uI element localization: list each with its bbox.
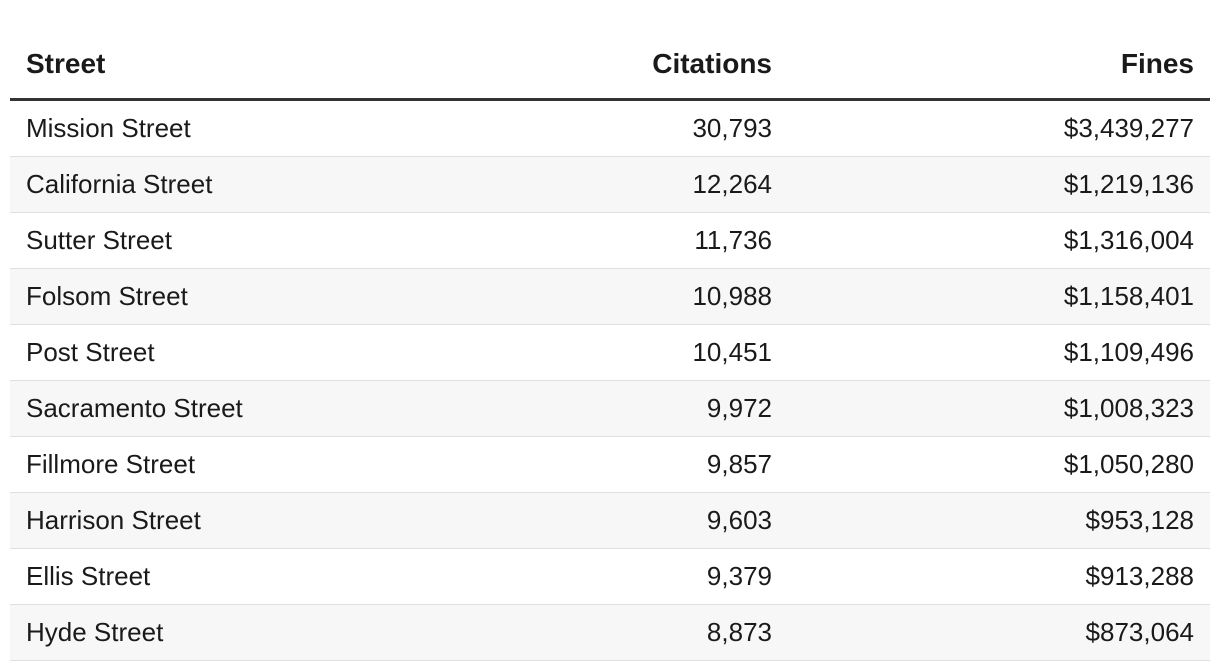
citations-cell: 30,793 (560, 99, 788, 157)
table-row: Harrison Street 9,603 $953,128 (10, 492, 1210, 549)
column-header: Citations (560, 30, 788, 101)
fines-cell: $873,064 (788, 604, 1210, 661)
table-row: Fillmore Street 9,857 $1,050,280 (10, 436, 1210, 493)
table-row: California Street 12,264 $1,219,136 (10, 156, 1210, 213)
fines-cell: $1,008,323 (788, 380, 1210, 437)
street-table: Street Citations Fines Mission Street 30,… (10, 30, 1210, 661)
street-cell: Fillmore Street (10, 436, 560, 493)
citations-cell: 12,264 (560, 156, 788, 213)
table-row: Sacramento Street 9,972 $1,008,323 (10, 380, 1210, 437)
street-cell: Sutter Street (10, 212, 560, 269)
street-cell: California Street (10, 156, 560, 213)
street-cell: Sacramento Street (10, 380, 560, 437)
citations-cell: 11,736 (560, 212, 788, 269)
citations-cell: 8,873 (560, 604, 788, 661)
citations-cell: 10,988 (560, 268, 788, 325)
table-row: Mission Street 30,793 $3,439,277 (10, 99, 1210, 157)
table-row: Folsom Street 10,988 $1,158,401 (10, 268, 1210, 325)
table-row: Hyde Street 8,873 $873,064 (10, 604, 1210, 661)
fines-cell: $1,158,401 (788, 268, 1210, 325)
citations-cell: 9,972 (560, 380, 788, 437)
table-row: Post Street 10,451 $1,109,496 (10, 324, 1210, 381)
table-row: Sutter Street 11,736 $1,316,004 (10, 212, 1210, 269)
fines-cell: $1,316,004 (788, 212, 1210, 269)
citations-cell: 10,451 (560, 324, 788, 381)
street-cell: Folsom Street (10, 268, 560, 325)
header-row: Street Citations Fines (10, 30, 1210, 101)
street-cell: Ellis Street (10, 548, 560, 605)
column-header: Fines (788, 30, 1210, 101)
citations-cell: 9,857 (560, 436, 788, 493)
table-row: Ellis Street 9,379 $913,288 (10, 548, 1210, 605)
fines-cell: $1,109,496 (788, 324, 1210, 381)
fines-cell: $953,128 (788, 492, 1210, 549)
citations-cell: 9,379 (560, 548, 788, 605)
fines-cell: $913,288 (788, 548, 1210, 605)
street-cell: Hyde Street (10, 604, 560, 661)
fines-cell: $3,439,277 (788, 99, 1210, 157)
street-cell: Harrison Street (10, 492, 560, 549)
street-cell: Post Street (10, 324, 560, 381)
fines-cell: $1,219,136 (788, 156, 1210, 213)
column-header: Street (10, 30, 560, 101)
citations-cell: 9,603 (560, 492, 788, 549)
table-body: Mission Street 30,793 $3,439,277 California… (10, 99, 1210, 661)
street-cell: Mission Street (10, 99, 560, 157)
fines-cell: $1,050,280 (788, 436, 1210, 493)
